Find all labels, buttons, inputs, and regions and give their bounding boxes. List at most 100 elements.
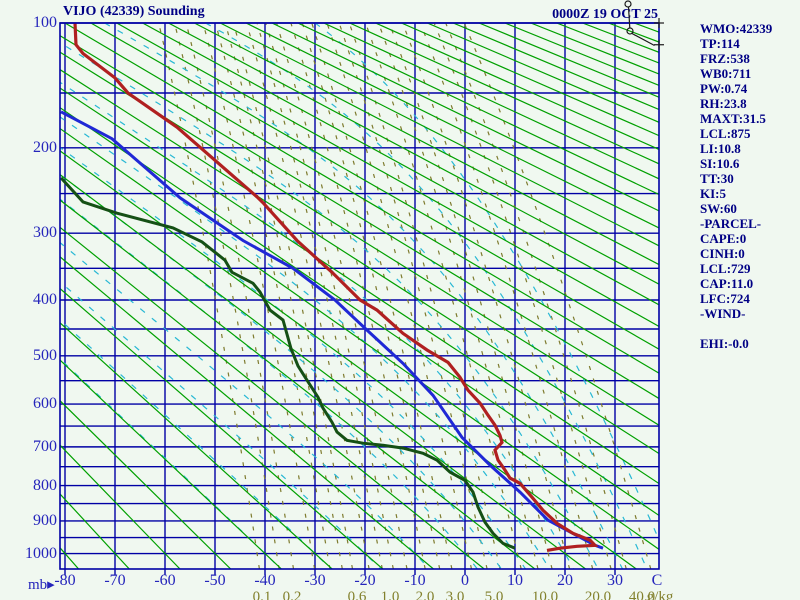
stats-line: CAPE:0 (700, 231, 747, 246)
mixing-ratio-line (214, 23, 331, 569)
dry-adiabat (60, 322, 333, 569)
dry-adiabat (64, 23, 659, 374)
mixing-ratio-tick-label: 20.0 (584, 589, 612, 600)
pressure-tick-label: 700 (33, 438, 57, 455)
dry-adiabat (116, 23, 659, 328)
mixing-ratio-tick-label: 0.6 (347, 589, 367, 600)
mixing-ratio-line (232, 23, 354, 569)
stats-line: MAXT:31.5 (700, 111, 766, 126)
moist-adiabat (104, 23, 624, 569)
stats-line: -PARCEL- (700, 216, 762, 231)
stats-line: -WIND- (700, 306, 746, 321)
stats-line: RH:23.8 (700, 96, 747, 111)
stats-line: LCL:729 (700, 261, 751, 276)
mixing-ratio-line (463, 23, 652, 569)
stats-line: EHI:-0.0 (700, 336, 749, 351)
stats-line: LFC:724 (700, 291, 750, 306)
stats-line: SW:60 (700, 201, 737, 216)
temperature-tick-label: -50 (204, 572, 226, 589)
mixing-ratio-tick-label: 3.0 (445, 589, 465, 600)
dry-adiabat (297, 23, 659, 196)
temperature-unit-label: C (651, 572, 663, 589)
pressure-tick-label: 300 (33, 224, 57, 241)
dry-adiabat (60, 68, 659, 455)
mixing-ratio-line (224, 23, 343, 569)
dry-adiabat (60, 34, 659, 400)
mixing-ratio-line (402, 23, 571, 569)
temperature-tick-label: 10 (507, 572, 523, 589)
wind-staff-line (631, 32, 655, 47)
mixing-ratio-line (256, 23, 383, 569)
pressure-tick-label: 600 (33, 395, 57, 412)
pressure-tick-label: 100 (33, 14, 57, 31)
mixing-ratio-line (174, 23, 280, 569)
temperature-tick-label: -40 (254, 572, 276, 589)
dry-adiabat (401, 23, 659, 137)
dry-adiabat (60, 87, 659, 485)
mixing-ratio-line (202, 23, 316, 569)
moist-adiabat (60, 358, 282, 569)
mixing-ratio-line (445, 23, 627, 569)
dry-adiabat (323, 23, 659, 180)
dry-adiabat (60, 256, 434, 569)
calm-wind-circle-icon (626, 27, 634, 35)
stats-line: KI:5 (700, 186, 726, 201)
mixing-ratio-line (265, 23, 394, 569)
dewpoint-curve (60, 176, 516, 550)
mixing-ratio-line (276, 23, 408, 569)
moist-adiabat (60, 198, 478, 569)
moist-adiabat (60, 81, 575, 569)
temperature-tick-label: -70 (104, 572, 126, 589)
dry-adiabat (60, 287, 384, 569)
temperature-tick-label: -30 (304, 572, 326, 589)
moist-adiabat (60, 241, 430, 569)
stats-line: TT:30 (700, 171, 734, 186)
stats-line: LCL:875 (700, 126, 751, 141)
pressure-tick-label: 200 (33, 139, 57, 156)
stats-line: FRZ:538 (700, 51, 750, 66)
temperature-tick-label: -10 (404, 572, 426, 589)
mixing-ratio-line (185, 23, 295, 569)
moist-adiabat (60, 116, 551, 569)
pressure-unit-label: mb▸ (28, 577, 55, 593)
dry-adiabat (220, 23, 659, 247)
moist-adiabat (314, 23, 659, 542)
wind-staff-line (627, 6, 631, 29)
dry-adiabat (60, 359, 282, 569)
dry-adiabat (60, 226, 485, 569)
dry-adiabat (245, 23, 659, 229)
mixing-ratio-line (365, 23, 522, 569)
stats-line: CAP:11.0 (700, 276, 754, 291)
pressure-tick-label: 400 (33, 291, 57, 308)
dry-adiabat (60, 399, 232, 569)
mixing-ratio-tick-label: 40.0 (628, 589, 656, 600)
dry-adiabat (375, 23, 659, 151)
moist-adiabat (205, 23, 648, 569)
chart-datetime: 0000Z 19 OCT 25 (552, 7, 658, 22)
mixing-ratio-tick-label: 1.0 (380, 589, 400, 600)
temperature-tick-label: 20 (557, 572, 573, 589)
mixing-ratio-tick-label: 0.1 (252, 589, 272, 600)
mixing-ratio-line (158, 23, 260, 569)
dry-adiabat (194, 23, 659, 266)
stats-line: LI:10.8 (700, 141, 741, 156)
dry-adiabat (60, 173, 586, 569)
dry-adiabat (60, 444, 181, 569)
pressure-tick-label: 800 (33, 477, 57, 494)
mixing-ratio-unit-label: g/kg (646, 589, 674, 600)
dry-adiabat (349, 23, 659, 165)
stats-line: SI:10.6 (700, 156, 740, 171)
pressure-tick-label: 900 (33, 512, 57, 529)
pressure-tick-label: 1000 (25, 545, 57, 562)
temperature-curve (73, 23, 599, 552)
pressure-tick-label: 500 (33, 347, 57, 364)
dry-adiabat (90, 23, 659, 350)
stats-line: TP:114 (700, 36, 740, 51)
moist-adiabat (60, 319, 332, 569)
plot-border (59, 22, 660, 570)
stats-line: CINH:0 (700, 246, 745, 261)
mixing-ratio-line (338, 23, 488, 569)
dry-adiabat (427, 23, 659, 123)
